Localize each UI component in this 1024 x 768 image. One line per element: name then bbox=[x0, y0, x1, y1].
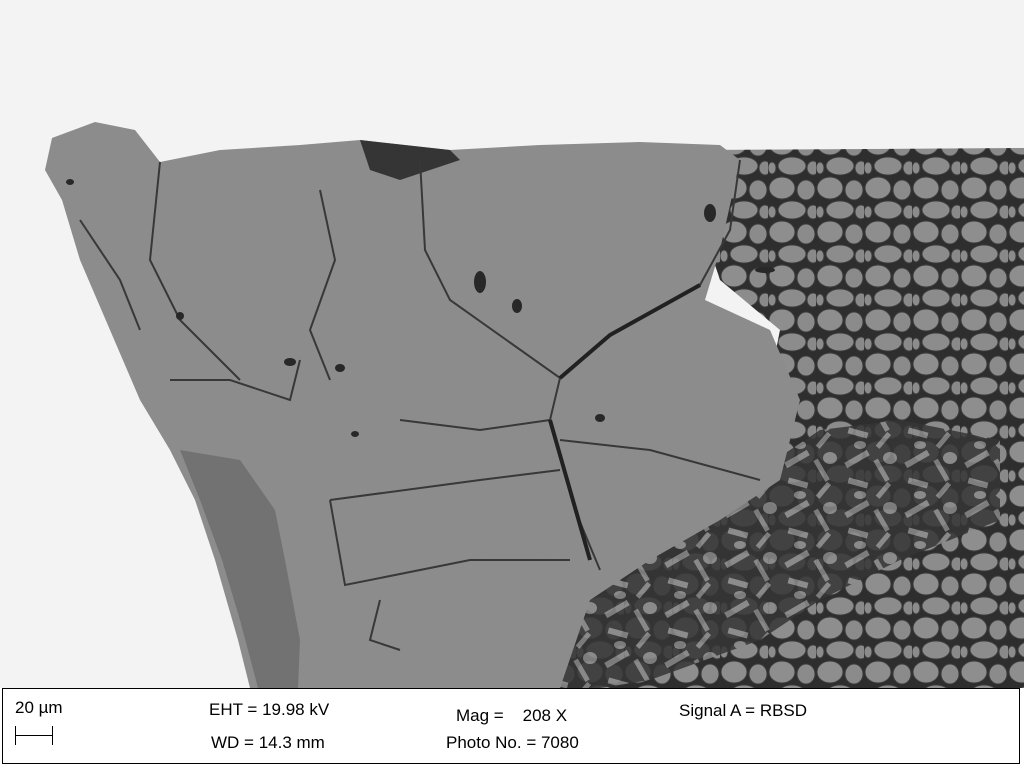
photo-number-value: Photo No. = 7080 bbox=[446, 733, 579, 752]
scale-bar-icon bbox=[15, 725, 55, 747]
eht-value: EHT = 19.98 kV bbox=[209, 700, 330, 719]
sem-data-bar: 20 µm EHT = 19.98 kV WD = 14.3 mm Mag = … bbox=[2, 688, 1020, 764]
magnification-value: Mag = 208 X bbox=[456, 706, 568, 725]
signal-value: Signal A = RBSD bbox=[679, 701, 808, 720]
scale-label: 20 µm bbox=[15, 698, 63, 717]
detector-noise bbox=[0, 0, 1024, 688]
working-distance-value: WD = 14.3 mm bbox=[211, 733, 325, 752]
sem-micrograph bbox=[0, 0, 1024, 688]
